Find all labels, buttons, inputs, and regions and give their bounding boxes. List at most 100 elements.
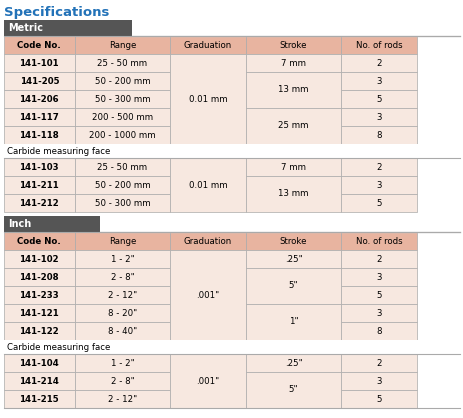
Text: Range: Range [109,41,136,49]
Bar [4,90,75,108]
Text: 50 - 300 mm: 50 - 300 mm [94,94,150,104]
Bar [4,158,75,176]
Bar [341,322,416,340]
Bar [170,354,245,408]
Bar [170,54,245,144]
Bar [245,372,341,408]
Text: .001": .001" [196,291,219,300]
Bar [75,354,170,372]
Text: 50 - 300 mm: 50 - 300 mm [94,199,150,207]
Text: 2: 2 [375,59,381,67]
Text: Stroke: Stroke [279,41,307,49]
Text: 8: 8 [375,130,381,140]
Text: 13 mm: 13 mm [278,189,308,199]
Text: 141-103: 141-103 [19,163,59,171]
Text: 2: 2 [375,255,381,263]
Text: 141-215: 141-215 [19,395,59,403]
Text: Stroke: Stroke [279,237,307,245]
Bar [4,20,131,36]
Text: Carbide measuring face: Carbide measuring face [7,146,110,155]
Text: 5: 5 [375,395,381,403]
Bar [341,194,416,212]
Text: 141-214: 141-214 [19,377,59,385]
Bar [341,232,416,250]
Bar [245,354,341,372]
Bar [341,36,416,54]
Bar [75,250,170,268]
Text: 2 - 12": 2 - 12" [108,291,137,300]
Text: Metric: Metric [8,23,43,33]
Text: 141-208: 141-208 [19,273,59,281]
Bar [341,286,416,304]
Text: 3: 3 [375,308,381,318]
Bar [75,36,170,54]
Bar [75,390,170,408]
Text: .25": .25" [284,359,302,367]
Bar [4,108,75,126]
Bar [4,322,75,340]
Text: 2: 2 [375,163,381,171]
Bar [75,194,170,212]
Bar [75,372,170,390]
Text: 3: 3 [375,377,381,385]
Bar [75,108,170,126]
Bar [75,126,170,144]
Bar [245,176,341,212]
Bar [341,54,416,72]
Text: 25 mm: 25 mm [278,122,308,130]
Bar [170,36,245,54]
Bar [245,250,341,268]
Text: 2 - 12": 2 - 12" [108,395,137,403]
Bar [341,372,416,390]
Text: 1 - 2": 1 - 2" [111,359,134,367]
Text: 5: 5 [375,94,381,104]
Text: 5": 5" [288,281,298,291]
Text: 13 mm: 13 mm [278,86,308,94]
Text: 8: 8 [375,326,381,336]
Bar [4,268,75,286]
Text: 141-205: 141-205 [19,76,59,86]
Text: 3: 3 [375,76,381,86]
Text: 141-101: 141-101 [19,59,59,67]
Text: No. of rods: No. of rods [355,237,401,245]
Text: 141-212: 141-212 [19,199,59,207]
Text: Carbide measuring face: Carbide measuring face [7,342,110,352]
Bar [341,72,416,90]
Bar [245,36,341,54]
Bar [170,158,245,212]
Bar [245,304,341,340]
Text: 200 - 500 mm: 200 - 500 mm [92,112,153,122]
Bar [4,232,75,250]
Bar [4,372,75,390]
Bar [245,72,341,108]
Text: 141-122: 141-122 [19,326,59,336]
Bar [4,354,75,372]
Text: 0.01 mm: 0.01 mm [188,94,227,104]
Text: Specifications: Specifications [4,6,109,19]
Text: 5: 5 [375,291,381,300]
Bar [4,36,75,54]
Bar [341,126,416,144]
Text: 200 - 1000 mm: 200 - 1000 mm [89,130,156,140]
Bar [4,176,75,194]
Text: No. of rods: No. of rods [355,41,401,49]
Text: Graduation: Graduation [183,41,232,49]
Bar [4,286,75,304]
Bar [245,54,341,72]
Text: 7 mm: 7 mm [281,59,306,67]
Text: 8 - 40": 8 - 40" [108,326,137,336]
Bar [170,250,245,340]
Bar [245,158,341,176]
Bar [341,250,416,268]
Text: 141-117: 141-117 [19,112,59,122]
Bar [341,390,416,408]
Bar [75,158,170,176]
Bar [4,72,75,90]
Text: 141-118: 141-118 [19,130,59,140]
Text: 1 - 2": 1 - 2" [111,255,134,263]
Bar [245,268,341,304]
Text: 8 - 20": 8 - 20" [108,308,137,318]
Bar [75,304,170,322]
Text: 141-121: 141-121 [19,308,59,318]
Bar [75,232,170,250]
